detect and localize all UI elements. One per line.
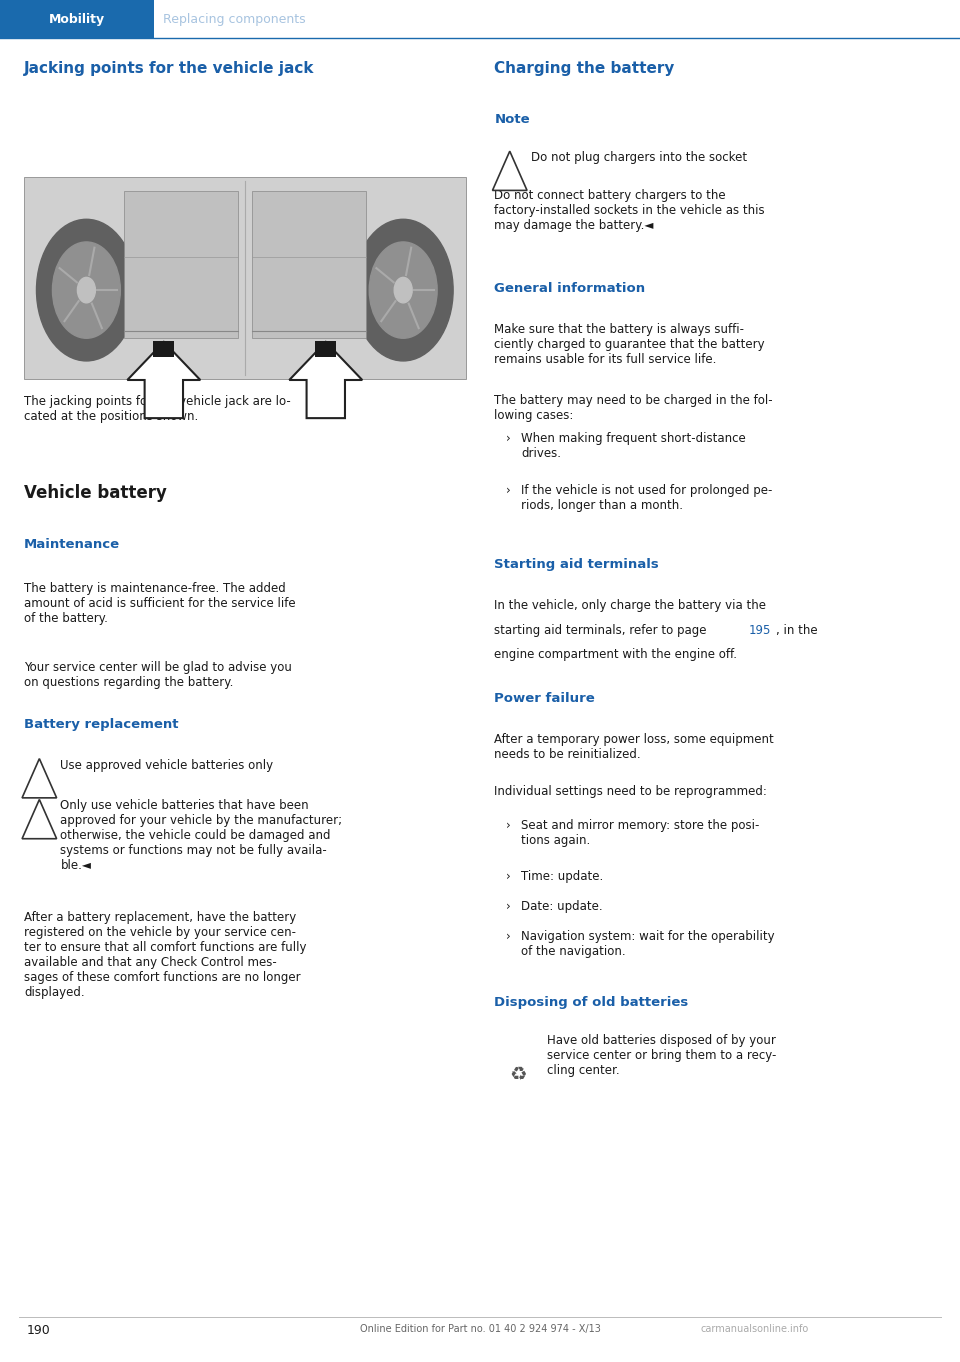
Text: ♻: ♻: [510, 1065, 527, 1084]
Text: engine compartment with the engine off.: engine compartment with the engine off.: [494, 648, 737, 662]
Circle shape: [370, 242, 437, 338]
Text: Battery replacement: Battery replacement: [24, 718, 179, 731]
Text: carmanualsonline.info: carmanualsonline.info: [701, 1324, 809, 1333]
Circle shape: [78, 278, 95, 302]
Text: Online Edition for Part no. 01 40 2 924 974 - X/13: Online Edition for Part no. 01 40 2 924 …: [360, 1324, 600, 1333]
Text: Do not connect battery chargers to the
factory-installed sockets in the vehicle : Do not connect battery chargers to the f…: [494, 189, 765, 233]
Circle shape: [53, 242, 120, 338]
Text: Mobility: Mobility: [49, 12, 105, 26]
Text: ›: ›: [506, 900, 511, 914]
Text: Replacing components: Replacing components: [163, 12, 306, 26]
Text: !: !: [37, 817, 41, 827]
Text: The battery may need to be charged in the fol-
lowing cases:: The battery may need to be charged in th…: [494, 394, 773, 422]
Text: !: !: [37, 776, 41, 786]
Text: Note: Note: [494, 113, 530, 127]
Text: General information: General information: [494, 282, 645, 296]
Polygon shape: [492, 151, 527, 191]
Text: Vehicle battery: Vehicle battery: [24, 484, 167, 501]
Text: Have old batteries disposed of by your
service center or bring them to a recy-
c: Have old batteries disposed of by your s…: [547, 1034, 777, 1077]
Text: Disposing of old batteries: Disposing of old batteries: [494, 996, 688, 1009]
Circle shape: [36, 219, 136, 361]
Text: Only use vehicle batteries that have been
approved for your vehicle by the manuf: Only use vehicle batteries that have bee…: [60, 799, 343, 873]
Text: Individual settings need to be reprogrammed:: Individual settings need to be reprogram…: [494, 785, 767, 798]
Circle shape: [395, 278, 412, 302]
Text: Date: update.: Date: update.: [521, 900, 603, 914]
Bar: [315, 340, 336, 357]
Text: If the vehicle is not used for prolonged pe-
riods, longer than a month.: If the vehicle is not used for prolonged…: [521, 484, 773, 512]
Text: ›: ›: [506, 432, 511, 445]
Text: Power failure: Power failure: [494, 692, 595, 706]
Polygon shape: [22, 759, 57, 798]
Text: The jacking points for the vehicle jack are lo-
cated at the positions shown.: The jacking points for the vehicle jack …: [24, 395, 291, 424]
Text: When making frequent short-distance
drives.: When making frequent short-distance driv…: [521, 432, 746, 460]
FancyBboxPatch shape: [124, 191, 238, 338]
Text: , in the: , in the: [776, 624, 817, 637]
Text: In the vehicle, only charge the battery via the: In the vehicle, only charge the battery …: [494, 599, 766, 613]
Bar: [154, 340, 175, 357]
Text: Make sure that the battery is always suffi-
ciently charged to guarantee that th: Make sure that the battery is always suf…: [494, 323, 765, 366]
Circle shape: [353, 219, 453, 361]
Text: Do not plug chargers into the socket: Do not plug chargers into the socket: [531, 151, 747, 165]
Text: Starting aid terminals: Starting aid terminals: [494, 558, 660, 572]
Text: The battery is maintenance-free. The added
amount of acid is sufficient for the : The battery is maintenance-free. The add…: [24, 582, 296, 625]
Text: Use approved vehicle batteries only: Use approved vehicle batteries only: [60, 759, 274, 772]
Text: ›: ›: [506, 484, 511, 497]
Polygon shape: [22, 799, 57, 839]
Text: !: !: [508, 169, 512, 178]
Text: ›: ›: [506, 870, 511, 884]
Text: 190: 190: [27, 1324, 51, 1337]
Text: Navigation system: wait for the operability
of the navigation.: Navigation system: wait for the operabil…: [521, 930, 775, 959]
Polygon shape: [128, 342, 201, 418]
Text: After a battery replacement, have the battery
registered on the vehicle by your : After a battery replacement, have the ba…: [24, 911, 306, 1000]
Text: Maintenance: Maintenance: [24, 538, 120, 552]
Text: After a temporary power loss, some equipment
needs to be reinitialized.: After a temporary power loss, some equip…: [494, 733, 774, 761]
Text: Charging the battery: Charging the battery: [494, 61, 675, 76]
Polygon shape: [289, 342, 362, 418]
Text: 195: 195: [749, 624, 771, 637]
FancyBboxPatch shape: [0, 0, 154, 38]
Text: Your service center will be glad to advise you
on questions regarding the batter: Your service center will be glad to advi…: [24, 661, 292, 689]
Text: starting aid terminals, refer to page: starting aid terminals, refer to page: [494, 624, 710, 637]
Text: Seat and mirror memory: store the posi-
tions again.: Seat and mirror memory: store the posi- …: [521, 819, 759, 847]
Text: Time: update.: Time: update.: [521, 870, 604, 884]
FancyBboxPatch shape: [252, 191, 366, 338]
Text: Jacking points for the vehicle jack: Jacking points for the vehicle jack: [24, 61, 315, 76]
FancyBboxPatch shape: [24, 177, 466, 379]
Text: ›: ›: [506, 819, 511, 832]
Text: ›: ›: [506, 930, 511, 944]
